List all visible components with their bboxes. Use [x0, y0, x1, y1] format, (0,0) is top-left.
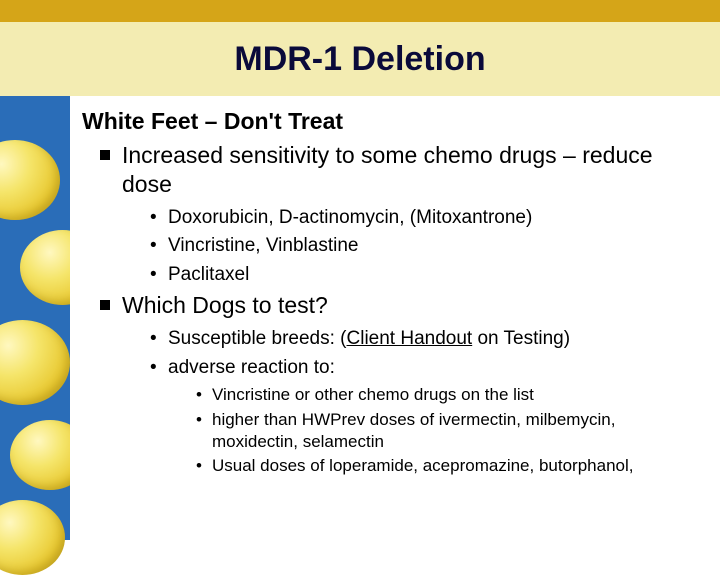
- top-gold-bar: [0, 0, 720, 22]
- content-area: White Feet – Don't Treat Increased sensi…: [70, 96, 710, 540]
- slide-title: MDR-1 Deletion: [234, 40, 485, 79]
- list-item: Susceptible breeds: (Client Handout on T…: [150, 326, 698, 352]
- list-item: Doxorubicin, D-actinomycin, (Mitoxantron…: [150, 205, 698, 231]
- bullet-text: Vincristine, Vinblastine: [168, 235, 358, 256]
- list-item: Increased sensitivity to some chemo drug…: [100, 141, 698, 287]
- list-item: higher than HWPrev doses of ivermectin, …: [196, 409, 698, 453]
- list-item: Vincristine, Vinblastine: [150, 233, 698, 259]
- bullet-text: Doxorubicin, D-actinomycin, (Mitoxantron…: [168, 207, 532, 228]
- bullet-text-prefix: Susceptible breeds: (: [168, 328, 347, 349]
- title-bar: MDR-1 Deletion: [0, 22, 720, 96]
- bullet-text: Increased sensitivity to some chemo drug…: [122, 142, 653, 197]
- list-item: Vincristine or other chemo drugs on the …: [196, 384, 698, 406]
- client-handout-link[interactable]: Client Handout: [347, 328, 473, 349]
- list-item: Which Dogs to test? Susceptible breeds: …: [100, 291, 698, 476]
- bullet-text: Paclitaxel: [168, 264, 249, 285]
- list-item: Usual doses of loperamide, acepromazine,…: [196, 455, 698, 477]
- subtitle: White Feet – Don't Treat: [82, 108, 698, 135]
- list-item: adverse reaction to: Vincristine or othe…: [150, 355, 698, 477]
- bullet-text: higher than HWPrev doses of ivermectin, …: [212, 410, 615, 451]
- bullet-text-suffix: on Testing): [472, 328, 570, 349]
- bullet-text: Vincristine or other chemo drugs on the …: [212, 385, 534, 404]
- bullet-text: adverse reaction to:: [168, 357, 335, 378]
- bullet-text: Usual doses of loperamide, acepromazine,…: [212, 456, 633, 475]
- list-item: Paclitaxel: [150, 262, 698, 288]
- bullet-text: Which Dogs to test?: [122, 292, 328, 318]
